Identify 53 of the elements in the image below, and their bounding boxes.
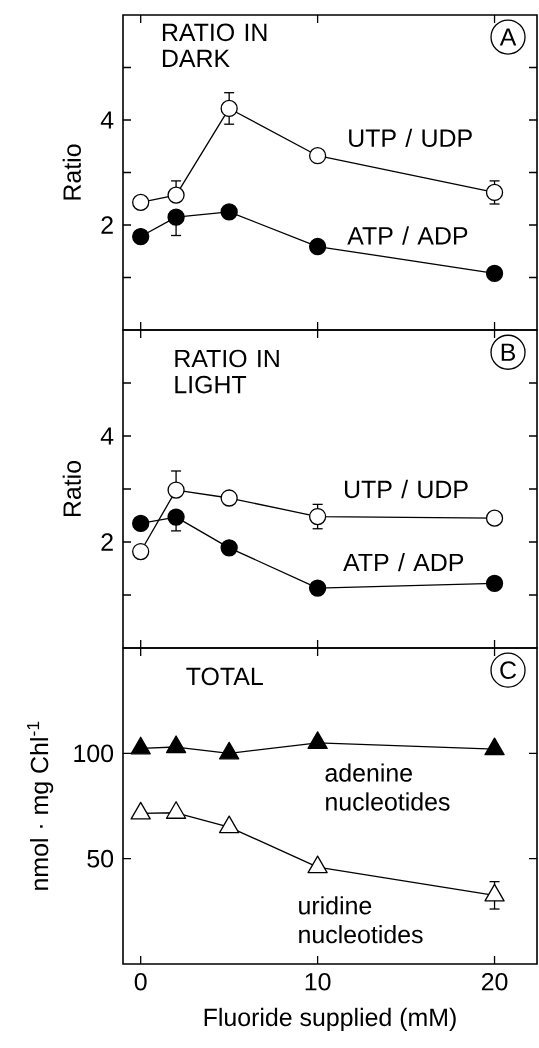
series-label: UTP / UDP xyxy=(349,128,472,147)
point xyxy=(167,208,185,226)
point xyxy=(130,736,151,755)
series-label: uridine nucleotides xyxy=(299,896,423,944)
point xyxy=(220,489,238,507)
y-tick-label: 100 xyxy=(74,744,114,763)
point xyxy=(132,227,150,246)
point xyxy=(165,801,187,819)
point xyxy=(308,507,327,526)
point xyxy=(308,579,327,597)
annotation: B xyxy=(501,343,516,361)
x-tick-label: 20 xyxy=(481,972,508,991)
x-tick-label: 10 xyxy=(305,972,331,991)
y-axis-title: Ratio xyxy=(62,460,81,517)
y-tick-label: 2 xyxy=(101,216,113,234)
point xyxy=(218,815,240,834)
point xyxy=(132,542,150,561)
annotation: C xyxy=(500,661,517,679)
x-tick-label: 0 xyxy=(134,972,147,991)
y-tick-label: 4 xyxy=(100,427,114,445)
y-axis-title: Ratio xyxy=(62,144,81,200)
y-tick-label: 2 xyxy=(101,533,113,551)
point xyxy=(220,539,238,557)
point xyxy=(308,147,327,165)
point xyxy=(307,731,328,749)
point xyxy=(307,855,328,874)
point xyxy=(167,481,185,499)
point xyxy=(167,508,185,526)
y-tick-label: 50 xyxy=(87,849,114,868)
point xyxy=(485,574,504,592)
annotation: RATIO IN DARK xyxy=(162,23,267,67)
point xyxy=(130,801,151,820)
point xyxy=(218,741,240,760)
series-label: UTP / UDP xyxy=(344,479,468,499)
point xyxy=(220,99,238,118)
point xyxy=(132,514,150,533)
point xyxy=(308,237,327,256)
series-label: ATP / ADP xyxy=(347,226,468,245)
point xyxy=(220,203,238,221)
annotation: TOTAL xyxy=(186,667,263,686)
point xyxy=(165,735,187,754)
point xyxy=(484,737,505,756)
annotation: A xyxy=(499,28,517,46)
point xyxy=(485,264,504,282)
point xyxy=(132,193,150,212)
series-label: adenine nucleotides xyxy=(325,763,450,811)
annotation: RATIO IN LIGHT xyxy=(175,349,279,394)
point xyxy=(167,186,185,204)
x-axis-title: Fluoride supplied (mM) xyxy=(204,1007,456,1032)
y-axis-title: nmol · mg Chl$^{-1}$ xyxy=(27,721,54,890)
point xyxy=(485,509,504,527)
y-tick-label: 4 xyxy=(100,111,114,129)
series-label: ATP / ADP xyxy=(343,553,464,572)
